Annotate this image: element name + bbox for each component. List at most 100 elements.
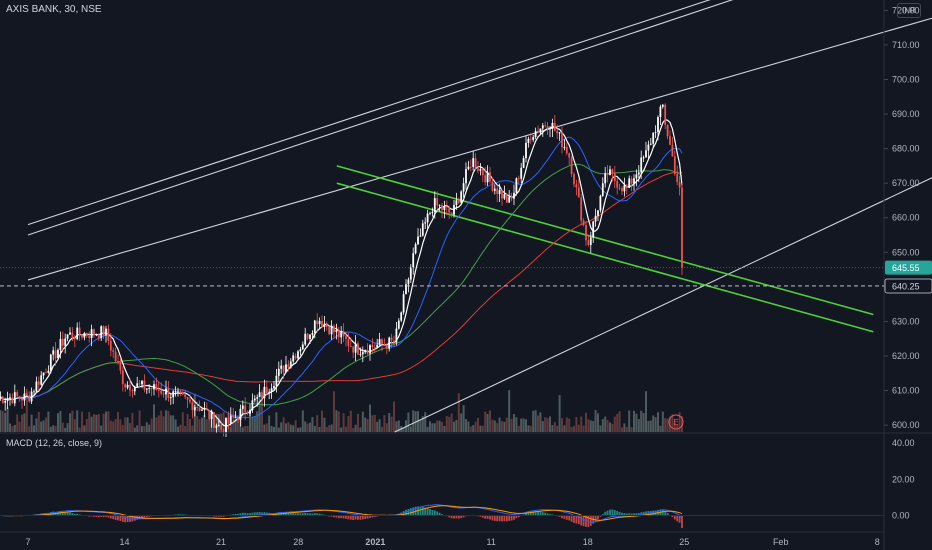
volume-bar — [1, 410, 4, 432]
macd-histogram-bar — [340, 515, 343, 519]
macd-histogram-bar — [109, 515, 112, 519]
candle-body — [191, 401, 194, 411]
volume-bar — [628, 410, 631, 432]
time-tick-label: 21 — [216, 537, 226, 547]
candle-body — [249, 409, 251, 414]
candle-body — [210, 412, 213, 420]
candle-body — [105, 328, 107, 336]
macd-histogram-bar — [544, 512, 547, 516]
candle-body — [513, 192, 515, 199]
candle-body — [354, 343, 357, 353]
volume-bar — [510, 418, 513, 432]
candle-body — [299, 349, 302, 352]
macd-histogram-bar — [232, 514, 235, 516]
macd-histogram-bar — [486, 515, 489, 519]
volume-bar — [16, 414, 19, 432]
candle-body — [676, 174, 679, 182]
candle-body — [539, 128, 542, 133]
volume-bar — [0, 410, 2, 432]
candle-body — [534, 130, 537, 138]
macd-histogram-bar — [503, 515, 506, 522]
volume-bar — [119, 419, 122, 432]
macd-histogram-bar — [604, 511, 607, 516]
macd-histogram-bar — [61, 511, 64, 516]
macd-histogram-bar — [369, 515, 371, 518]
candle-body — [659, 106, 662, 118]
candle-body — [568, 153, 571, 158]
candle-body — [661, 104, 664, 107]
candle-body — [450, 212, 453, 215]
volume-bar — [249, 410, 251, 432]
volume-bar — [268, 415, 271, 432]
candle-body — [601, 183, 604, 196]
candle-body — [496, 188, 499, 194]
candle-body — [345, 335, 347, 339]
moving-averages — [0, 118, 683, 427]
volume-bar — [35, 418, 38, 432]
volume-bar — [340, 427, 343, 432]
volume-bar — [133, 427, 136, 432]
volume-bar — [294, 420, 297, 432]
macd-histogram-bar — [534, 511, 537, 516]
candle-body — [647, 144, 650, 151]
macd-histogram-bar — [222, 515, 225, 517]
volume-bar — [150, 418, 153, 432]
volume-bar — [73, 419, 76, 432]
volume-bar — [553, 422, 556, 432]
macd-histogram-bar — [493, 515, 496, 521]
macd-tick-label: 0.00 — [892, 511, 910, 521]
volume-bar — [337, 411, 340, 432]
volume-bar — [429, 421, 431, 432]
macd-histogram-bar — [563, 515, 566, 519]
volume-bar — [11, 426, 14, 432]
volume-bar — [580, 416, 583, 432]
macd-histogram-bar — [630, 513, 633, 516]
volume-bar — [467, 421, 470, 432]
candle-body — [85, 332, 88, 336]
volume-bar — [47, 411, 50, 432]
volume-bar — [287, 422, 290, 432]
volume-bar — [321, 410, 323, 432]
candle-body — [369, 345, 371, 354]
volume-bar — [474, 421, 477, 432]
macd-histogram-bar — [525, 512, 527, 516]
candle-body — [215, 425, 218, 428]
candle-body — [635, 174, 638, 179]
candle-body — [649, 143, 652, 145]
volume-bar — [373, 414, 376, 432]
macd-pane — [0, 504, 884, 529]
macd-histogram-bar — [179, 514, 182, 516]
candle-body — [313, 320, 316, 334]
candle-body — [666, 124, 669, 137]
volume-bar — [109, 420, 112, 432]
volume-bar — [640, 410, 643, 432]
candle-body — [498, 190, 501, 194]
candle-body — [378, 339, 381, 345]
volume-bar — [597, 413, 599, 432]
macd-histogram-bar — [261, 512, 263, 516]
macd-histogram-bar — [541, 512, 544, 516]
volume-bar — [33, 425, 35, 432]
event-marker — [668, 414, 684, 430]
price-tick-label: 690.00 — [892, 109, 920, 119]
volume-bar — [556, 425, 559, 432]
candle-body — [371, 345, 374, 347]
macd-histogram-bar — [301, 513, 304, 516]
candle-body — [59, 338, 62, 350]
macd-histogram-bar — [438, 512, 441, 516]
candle-body — [441, 205, 443, 211]
macd-histogram-bar — [589, 515, 592, 526]
macd-histogram-bar — [361, 515, 364, 520]
currency-button[interactable]: INR — [897, 3, 921, 18]
volume-bar — [390, 416, 393, 432]
candle-body — [465, 169, 467, 184]
candle-body — [486, 172, 489, 183]
volume-bar — [256, 411, 259, 432]
volume-bar — [59, 411, 62, 432]
macd-histogram-bar — [481, 515, 484, 518]
volume-bar — [78, 427, 81, 432]
candle-body — [381, 339, 383, 345]
volume-bar — [162, 416, 165, 432]
volume-bar — [335, 410, 338, 432]
